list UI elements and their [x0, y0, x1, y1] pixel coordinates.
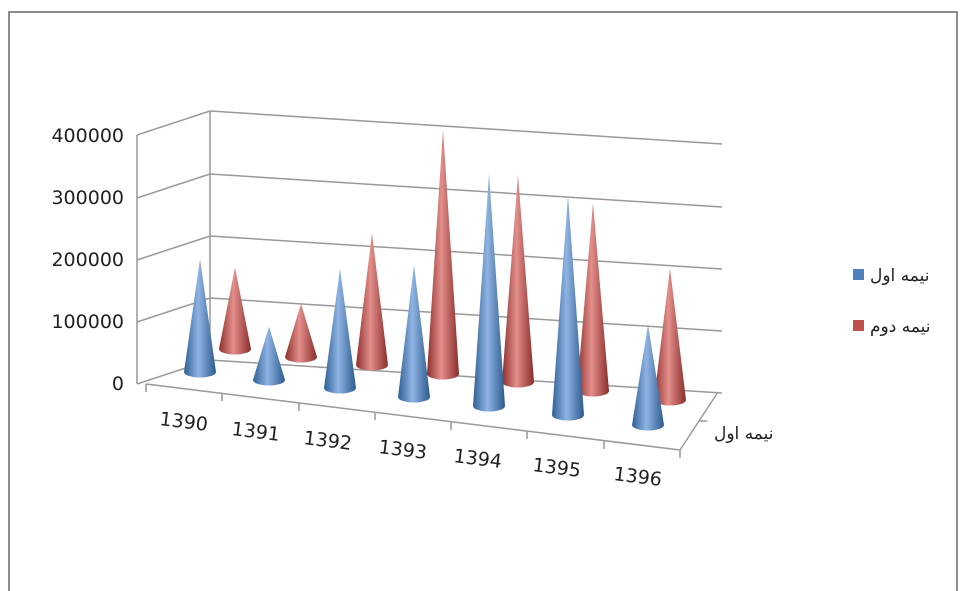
- x-tick-label-1395: 1395: [531, 454, 582, 482]
- cone-second-half-1390: [219, 267, 251, 355]
- gridline-2: [136, 235, 211, 261]
- gridline-3-back: [209, 173, 723, 208]
- legend-item-first-half: نیمه اول: [853, 266, 930, 286]
- y-tick-label-0: 0: [112, 373, 124, 395]
- y-tick-label-2: 200000: [51, 249, 124, 271]
- y-tick-label-1: 100000: [51, 311, 124, 333]
- x-tick-label-1396: 1396: [612, 463, 663, 491]
- legend-swatch-second-half: [853, 320, 864, 331]
- depth-axis-label: نیمه اول: [714, 424, 774, 444]
- x-tick-label-1392: 1392: [302, 427, 353, 455]
- cone-second-half-1392: [356, 233, 388, 371]
- gridline-0-back: [209, 359, 723, 394]
- y-axis-labels: 0 100000 200000 300000 400000: [51, 125, 124, 395]
- x-axis-labels: 1390 1391 1392 1393 1394 1395 1396: [158, 408, 663, 491]
- cone-first-half-1390: [184, 259, 216, 378]
- cone-second-half-1391: [285, 303, 317, 363]
- legend-label-second-half: نیمه دوم: [870, 317, 931, 337]
- cone-first-half-1396: [632, 324, 664, 431]
- cone-second-half-1395: [577, 202, 609, 397]
- cone-first-half-1392: [324, 268, 356, 394]
- chart-frame: [8, 11, 958, 591]
- cone-second-half-1393: [427, 129, 459, 380]
- x-tick-label-1390: 1390: [158, 408, 209, 436]
- x-tick-label-1391: 1391: [230, 418, 281, 446]
- gridline-2-back: [209, 235, 723, 270]
- x-tick-label-1393: 1393: [377, 436, 428, 464]
- x-tick-label-1394: 1394: [452, 445, 503, 473]
- cone-first-half-1393: [398, 265, 430, 403]
- cone-first-half-1395: [552, 195, 584, 421]
- legend-item-second-half: نیمه دوم: [853, 317, 931, 337]
- legend-swatch-first-half: [853, 269, 864, 280]
- cone-first-half-1391: [253, 326, 285, 386]
- gridline-1-back: [209, 297, 723, 332]
- y-tick-label-3: 300000: [51, 187, 124, 209]
- floor-axes: [145, 383, 719, 458]
- floor-front-edge: [145, 383, 681, 451]
- cone-second-half-1394: [502, 174, 534, 388]
- chart-walls: [136, 110, 723, 394]
- cone-first-half-1394: [473, 173, 505, 412]
- gridline-3: [136, 173, 211, 199]
- gridline-4: [136, 110, 211, 136]
- legend: نیمه اول نیمه دوم: [853, 266, 931, 337]
- cone-second-half-1396: [654, 268, 686, 406]
- y-tick-label-4: 400000: [51, 125, 124, 147]
- gridline-4-back: [209, 110, 723, 145]
- cone-marks: [184, 129, 686, 431]
- legend-label-first-half: نیمه اول: [870, 266, 930, 286]
